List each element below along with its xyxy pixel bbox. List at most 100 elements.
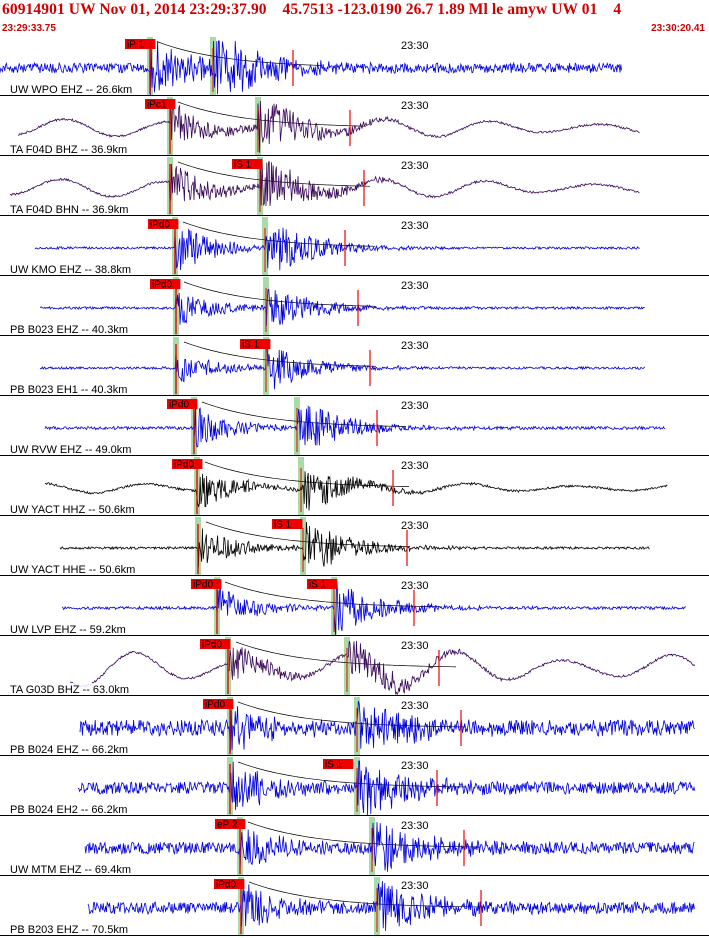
p-pick-box — [200, 639, 231, 649]
p-pick-label: iPd0 — [202, 640, 222, 651]
coda-curve — [247, 821, 481, 848]
waveform — [44, 471, 668, 511]
time-marker-label: 23:30 — [401, 880, 429, 892]
p-pick-box — [145, 99, 176, 109]
trace-panel: 23:30 iPd0 TA G03D BHZ -- 63.0km — [0, 639, 709, 696]
trace-panel: 23:30 iS 1 UW YACT HHE -- 50.6km — [0, 519, 709, 576]
s-pick-label: iS 1 — [242, 340, 260, 351]
time-marker-label: 23:30 — [401, 640, 429, 652]
trace-panel: 23:30 iPd0 UW RVW EHZ -- 49.0km — [0, 399, 709, 456]
time-marker-label: 23:30 — [401, 520, 429, 532]
p-pick-label: iPd0 — [150, 220, 170, 231]
p-pick-label: eP 2 — [217, 820, 238, 831]
p-pick-label: iP 1 — [127, 40, 144, 51]
s-pick-box — [240, 339, 271, 349]
coda-curve — [237, 701, 467, 728]
waveform — [70, 640, 696, 696]
station-label: TA G03D BHZ -- 63.0km — [10, 684, 129, 696]
waveform — [0, 40, 622, 96]
p-pick-box — [125, 39, 156, 49]
p-pick-box — [214, 879, 245, 889]
trace-panel: 23:30 iPd0 PB B023 EHZ -- 40.3km — [0, 279, 709, 336]
p-pick-label: iPd0 — [174, 460, 194, 471]
station-label-bg — [9, 683, 138, 695]
s-pick-label: iS 1 — [325, 760, 343, 771]
trace-panel: 23:30 iS 1 PB B024 EH2 -- 66.2km — [0, 759, 709, 816]
event-title: 60914901 UW Nov 01, 2014 23:29:37.90 45.… — [2, 1, 622, 18]
p-pick-label: iPd0 — [216, 880, 236, 891]
station-label: PB B203 EHZ -- 70.5km — [10, 924, 128, 936]
p-pick-box — [167, 399, 198, 409]
seismogram-plot: 23:30 iP 1 UW WPO EHZ -- 26.6km 23:30 iPc1 TA… — [0, 37, 709, 936]
station-label-bg — [9, 383, 138, 395]
waveform — [9, 160, 640, 207]
time-marker-label: 23:30 — [401, 400, 429, 412]
trace-panel: 23:30 iPd0 UW YACT HHZ -- 50.6km — [0, 459, 709, 516]
station-label: UW LVP EHZ -- 59.2km — [10, 624, 126, 636]
p-pick-label: iPc1 — [147, 100, 167, 111]
end-time: 23:30:20.41 — [651, 23, 705, 34]
waveform — [34, 227, 640, 271]
s-pick-box — [272, 519, 303, 529]
trace-panel: 23:30 iPd0 PB B024 EHZ -- 66.2km — [0, 699, 709, 756]
waveform — [17, 100, 640, 153]
time-marker-label: 23:30 — [401, 100, 429, 112]
coda-curve — [157, 41, 323, 66]
trace-panel: 23:30 iS 1 PB B023 EH1 -- 40.3km — [0, 339, 709, 396]
station-label-bg — [9, 923, 138, 935]
station-label-bg — [9, 443, 131, 455]
waveform — [39, 288, 645, 327]
waveform — [84, 822, 695, 872]
p-pick-box — [203, 699, 234, 709]
waveform — [87, 880, 695, 931]
station-label: PB B024 EH2 -- 66.2km — [10, 804, 127, 816]
p-pick-box — [172, 459, 203, 469]
coda-curve — [177, 101, 367, 127]
station-label-bg — [9, 263, 131, 275]
trace-panel: 23:30 iS 1 TA F04D BHN -- 36.9km — [0, 159, 709, 216]
coda-curve — [183, 281, 377, 307]
waveform — [59, 521, 650, 568]
station-label: TA F04D BHZ -- 36.9km — [10, 144, 127, 156]
station-label-bg — [9, 623, 131, 635]
s-pick-label: iS 1 — [234, 160, 252, 171]
waveform — [39, 345, 646, 390]
s-pick-label: iS 1 — [309, 580, 327, 591]
p-pick-box — [191, 579, 222, 589]
trace-panel: 23:30 iP 1 UW WPO EHZ -- 26.6km — [0, 39, 709, 96]
p-pick-box — [148, 219, 179, 229]
time-marker-label: 23:30 — [401, 280, 429, 292]
s-pick-box — [323, 759, 354, 769]
station-label: UW YACT HHE -- 50.6km — [10, 564, 135, 576]
p-pick-label: iPd0 — [205, 700, 225, 711]
station-label: UW YACT HHZ -- 50.6km — [10, 504, 135, 516]
station-label-bg — [9, 143, 138, 155]
station-label: UW KMO EHZ -- 38.8km — [10, 264, 131, 276]
time-marker-label: 23:30 — [401, 220, 429, 232]
station-label-bg — [9, 863, 131, 875]
p-pick-box — [150, 279, 181, 289]
time-marker-label: 23:30 — [401, 40, 429, 52]
event-header: 60914901 UW Nov 01, 2014 23:29:37.90 45.… — [0, 0, 709, 36]
station-label: UW WPO EHZ -- 26.6km — [10, 84, 132, 96]
station-label-bg — [9, 503, 138, 515]
trace-panel: 23:30 iPd0 PB B203 EHZ -- 70.5km — [0, 879, 709, 936]
station-label: UW RVW EHZ -- 49.0km — [10, 444, 131, 456]
start-time: 23:29:33.75 — [2, 23, 56, 34]
p-pick-label: iPd0 — [193, 580, 213, 591]
time-marker-label: 23:30 — [401, 460, 429, 472]
station-label: TA F04D BHN -- 36.9km — [10, 204, 128, 216]
s-pick-box — [232, 159, 263, 169]
s-pick-box — [307, 579, 338, 589]
time-marker-label: 23:30 — [401, 580, 429, 592]
waveform — [44, 405, 666, 448]
coda-curve — [183, 341, 377, 367]
s-pick-label: iS 1 — [274, 520, 292, 531]
time-marker-label: 23:30 — [401, 700, 429, 712]
p-pick-box — [215, 819, 246, 829]
waveform — [77, 760, 696, 816]
waveform — [61, 583, 687, 636]
station-label: PB B023 EH1 -- 40.3km — [10, 384, 127, 396]
coda-curve — [235, 641, 457, 668]
time-marker-label: 23:30 — [401, 820, 429, 832]
